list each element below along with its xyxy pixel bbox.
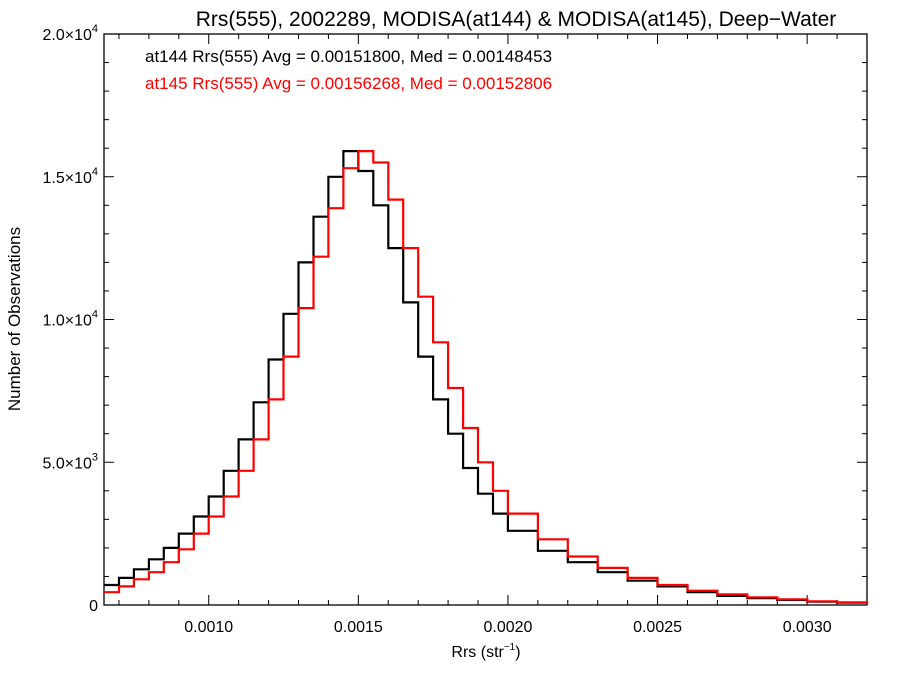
series-layer xyxy=(104,150,869,604)
annotation-0: at144 Rrs(555) Avg = 0.00151800, Med = 0… xyxy=(145,47,552,66)
series-line-1 xyxy=(104,150,869,604)
plot-frame xyxy=(103,33,868,606)
series-line-0 xyxy=(104,150,869,604)
annotation-1: at145 Rrs(555) Avg = 0.00156268, Med = 0… xyxy=(145,74,552,93)
y-tick-label: 5.0×103 xyxy=(42,451,98,472)
x-tick-label: 0.0010 xyxy=(184,619,233,636)
x-tick-label: 0.0020 xyxy=(483,619,532,636)
y-tick-label: 0 xyxy=(89,598,98,615)
axis-ticks: 0.0010 0.0015 0.0020 0.0025 0.0030 0 5.0×103 1.… xyxy=(42,23,868,636)
y-tick-label: 1.0×104 xyxy=(42,309,98,330)
x-tick-label: 0.0025 xyxy=(633,619,682,636)
x-tick-label: 0.0015 xyxy=(334,619,383,636)
chart-title: Rrs(555), 2002289, MODISA(at144) & MODIS… xyxy=(196,8,837,31)
y-tick-label: 1.5×104 xyxy=(42,166,98,187)
x-axis-label-close: ) xyxy=(515,644,520,661)
y-axis-label: Number of Observations xyxy=(5,227,24,411)
x-axis-label-superscript: −1 xyxy=(504,642,516,653)
y-tick-label: 2.0×104 xyxy=(42,23,98,44)
annotations: at144 Rrs(555) Avg = 0.00151800, Med = 0… xyxy=(145,47,552,93)
x-axis-label: Rrs (str−1) xyxy=(451,642,520,661)
x-tick-label: 0.0030 xyxy=(783,619,832,636)
